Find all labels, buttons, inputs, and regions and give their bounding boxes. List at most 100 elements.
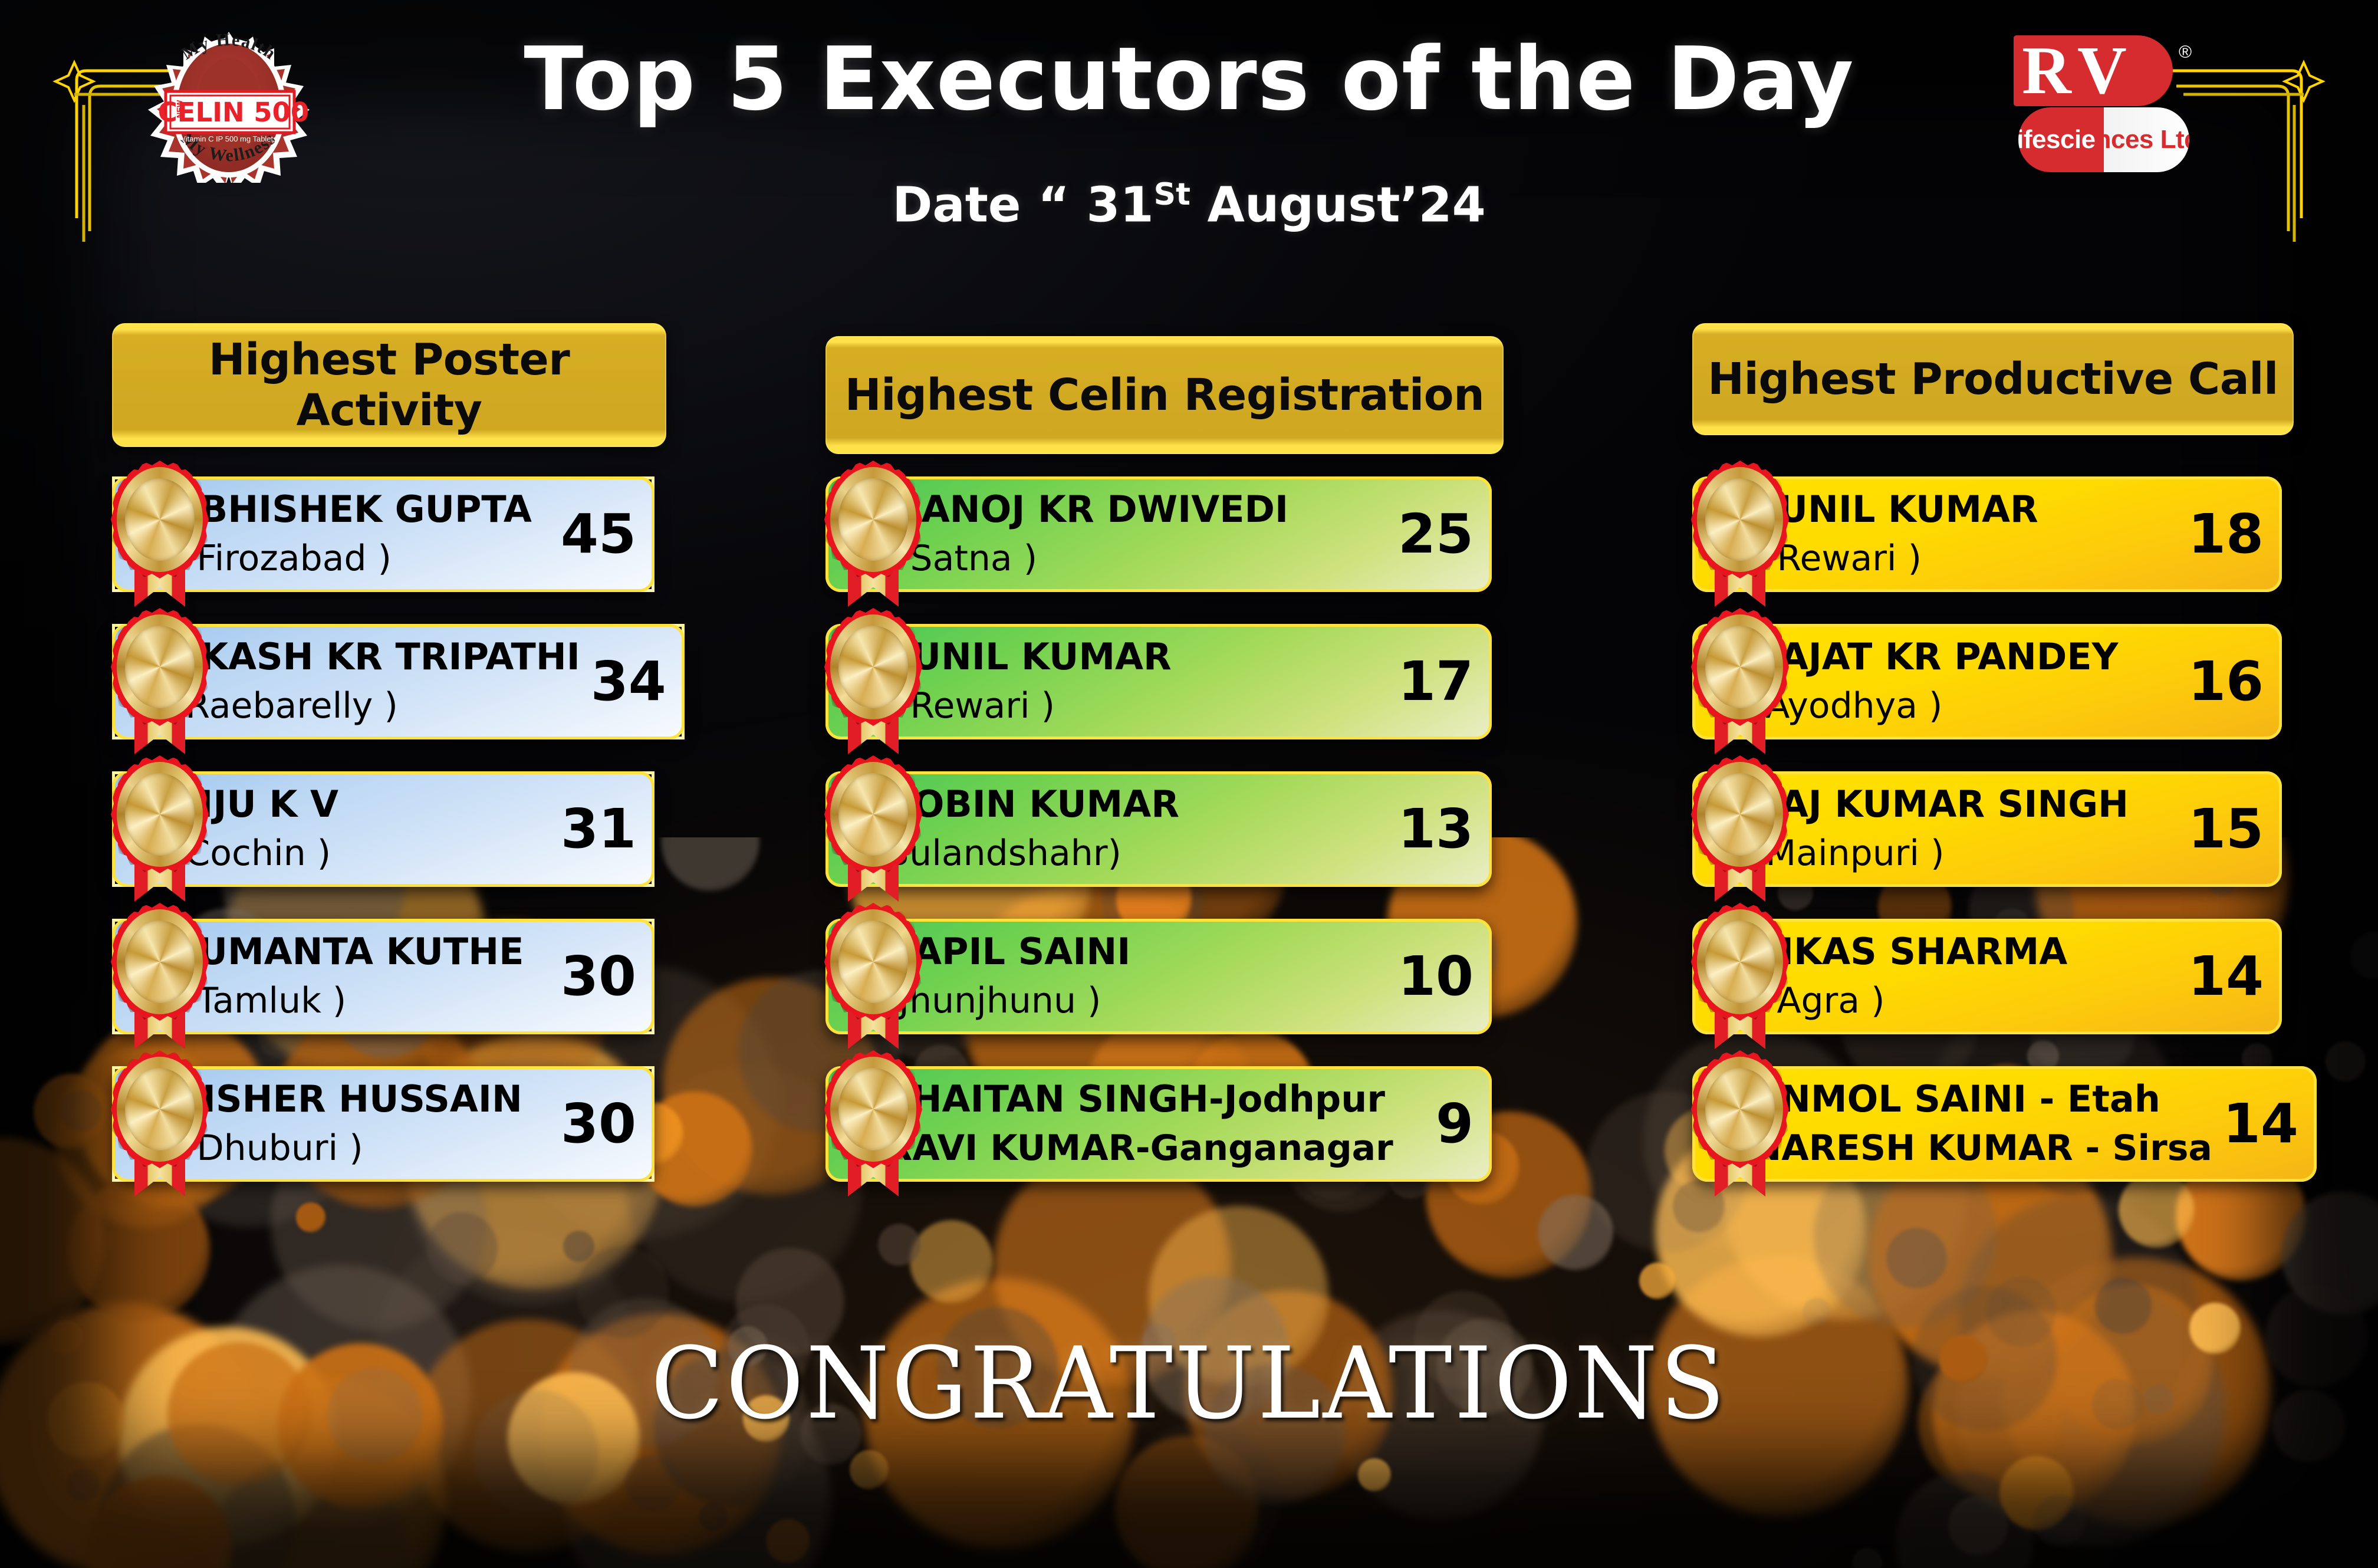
table-row[interactable]: SHAITAN SINGH-Jodhpur RAVI KUMAR-Ganganag… <box>824 1050 1492 1196</box>
medal-rosette-icon <box>821 1050 926 1198</box>
table-row[interactable]: AKASH KR TRIPATHI (Raebarelly ) 34 <box>111 608 685 754</box>
row-person-location: ( Rewari ) <box>885 685 1055 727</box>
row-text-block: ROBIN KUMAR Bulandshahr) <box>885 782 1387 875</box>
medal-rosette-icon <box>1688 461 1792 608</box>
rv-letter-r: R <box>2022 33 2071 109</box>
bokeh-circle <box>1999 1455 2074 1531</box>
table-row[interactable]: SUMANTA KUTHE ( Tamluk ) 30 <box>111 903 654 1049</box>
row-person-name: AKASH KR TRIPATHI <box>172 635 580 678</box>
medal-rosette-icon <box>1688 1050 1792 1198</box>
row-card[interactable]: ANMOL SAINI - Etah NARESH KUMAR - Sirsa 14 <box>1692 1066 2317 1182</box>
row-person-name: SUNIL KUMAR <box>885 635 1172 678</box>
table-row[interactable]: NISHER HUSSAIN ( Dhuburi ) 30 <box>111 1050 654 1196</box>
table-row[interactable]: VIKAS SHARMA ( Agra ) 14 <box>1691 903 2282 1049</box>
poster-date: Date “ 31St August’24 <box>0 177 2378 233</box>
bokeh-circle <box>1204 1363 1346 1505</box>
rv-company-name: Lifesciences Ltd. <box>2018 125 2189 155</box>
row-person-name: ANMOL SAINI - Etah <box>1752 1077 2160 1120</box>
bokeh-circle <box>473 1389 598 1516</box>
table-row[interactable]: SUNIL KUMAR ( Rewari ) 17 <box>824 608 1492 754</box>
row-person-name: RAJAT KR PANDEY <box>1752 635 2119 678</box>
medal-rosette <box>824 608 922 726</box>
table-row[interactable]: KAPIL SAINI (Jhunjhunu ) 10 <box>824 903 1492 1049</box>
bokeh-circle <box>742 1395 790 1442</box>
row-card[interactable]: MANOJ KR DWIVEDI ( Satna ) 25 <box>825 476 1492 593</box>
medal-gold-inner-disc <box>1705 921 1775 1003</box>
page-title: Top 5 Executors of the Day <box>524 28 1854 130</box>
row-card[interactable]: SHAITAN SINGH-Jodhpur RAVI KUMAR-Ganganag… <box>825 1066 1492 1182</box>
bokeh-circle <box>624 1454 682 1511</box>
medal-rosette <box>111 608 209 726</box>
row-score-value: 9 <box>1435 1092 1473 1155</box>
medal-gold-inner-disc <box>838 921 908 1003</box>
medal-gold-inner-disc <box>1705 478 1775 561</box>
bokeh-circle <box>2144 1384 2174 1415</box>
row-person-name: SUNIL KUMAR <box>1752 487 2038 531</box>
row-text-block: NISHER HUSSAIN ( Dhuburi ) <box>172 1077 550 1169</box>
column-header-highest-celin-registration[interactable]: Highest Celin Registration <box>825 336 1504 454</box>
row-person-location: ( Satna ) <box>885 538 1038 580</box>
table-row[interactable]: ANMOL SAINI - Etah NARESH KUMAR - Sirsa 14 <box>1691 1050 2317 1196</box>
row-card[interactable]: VIKAS SHARMA ( Agra ) 14 <box>1692 918 2282 1035</box>
row-score-value: 45 <box>560 502 636 566</box>
medal-rosette <box>1691 755 1789 873</box>
bokeh-circle <box>2091 1379 2143 1431</box>
row-person-name: ABHISHEK GUPTA <box>172 487 532 531</box>
row-text-block: SUNIL KUMAR ( Rewari ) <box>1752 487 2178 580</box>
bokeh-circle <box>698 1502 728 1532</box>
column-header-highest-poster-activity[interactable]: Highest Poster Activity <box>112 323 666 447</box>
row-person-location: Bulandshahr) <box>885 833 1121 875</box>
row-score-value: 25 <box>1397 502 1473 566</box>
medal-rosette <box>111 1050 209 1168</box>
row-score-value: 30 <box>560 945 636 1008</box>
row-person-name: SHAITAN SINGH-Jodhpur <box>885 1077 1385 1120</box>
row-person-location: (Ayodhya ) <box>1752 685 1943 727</box>
bokeh-circle <box>1142 1324 1176 1358</box>
row-card[interactable]: SUNIL KUMAR ( Rewari ) 17 <box>825 623 1492 740</box>
medal-rosette-icon <box>107 1050 212 1198</box>
row-card[interactable]: ROBIN KUMAR Bulandshahr) 13 <box>825 771 1492 887</box>
bokeh-circle <box>2272 1389 2346 1463</box>
bokeh-circle <box>1358 1458 1391 1491</box>
row-person-location: ( Dhuburi ) <box>172 1127 363 1169</box>
row-card[interactable]: RAJ KUMAR SINGH (Mainpuri ) 15 <box>1692 771 2282 887</box>
table-row[interactable]: ABHISHEK GUPTA ( Firozabad ) 45 <box>111 461 654 607</box>
row-person-location: (Mainpuri ) <box>1752 833 1945 875</box>
row-person-location: (Raebarelly ) <box>172 685 398 727</box>
bokeh-circle <box>2325 1041 2366 1082</box>
celin-new-tag: NEW <box>175 100 184 118</box>
bokeh-circle <box>1141 1276 1289 1424</box>
medal-gold-inner-disc <box>125 773 195 856</box>
row-person-name: VIKAS SHARMA <box>1752 929 2068 973</box>
table-row[interactable]: BIJU K V (Cochin ) 31 <box>111 755 654 902</box>
bokeh-circle <box>936 1306 1058 1428</box>
row-person-name: KAPIL SAINI <box>885 929 1131 973</box>
table-row[interactable]: RAJ KUMAR SINGH (Mainpuri ) 15 <box>1691 755 2282 902</box>
date-ordinal-suffix: St <box>1153 177 1190 212</box>
row-score-value: 30 <box>560 1092 636 1155</box>
row-person-name: NISHER HUSSAIN <box>172 1077 522 1120</box>
rv-capsule-shape: Lifesciences Ltd. <box>2018 107 2189 172</box>
medal-rosette <box>824 903 922 1021</box>
table-row[interactable]: MANOJ KR DWIVEDI ( Satna ) 25 <box>824 461 1492 607</box>
row-score-value: 15 <box>2188 797 2264 860</box>
bokeh-circle <box>1413 1290 1513 1390</box>
row-text-block: AKASH KR TRIPATHI (Raebarelly ) <box>172 636 580 727</box>
medal-gold-inner-disc <box>838 1068 908 1150</box>
row-card[interactable]: SUNIL KUMAR ( Rewari ) 18 <box>1692 476 2282 593</box>
table-row[interactable]: ROBIN KUMAR Bulandshahr) 13 <box>824 755 1492 902</box>
bokeh-circle <box>34 1073 110 1150</box>
row-card[interactable]: AKASH KR TRIPATHI (Raebarelly ) 34 <box>112 623 685 740</box>
medal-rosette-icon <box>1688 755 1792 903</box>
row-card[interactable]: RAJAT KR PANDEY (Ayodhya ) 16 <box>1692 623 2282 740</box>
medal-rosette-icon <box>107 608 212 755</box>
column-header-highest-productive-call[interactable]: Highest Productive Call <box>1692 323 2294 435</box>
medal-gold-inner-disc <box>1705 773 1775 856</box>
row-card[interactable]: KAPIL SAINI (Jhunjhunu ) 10 <box>825 918 1492 1035</box>
bokeh-circle <box>800 1403 861 1465</box>
row-text-block: RAJ KUMAR SINGH (Mainpuri ) <box>1752 783 2178 875</box>
table-row[interactable]: RAJAT KR PANDEY (Ayodhya ) 16 <box>1691 608 2282 754</box>
row-person-name: ROBIN KUMAR <box>885 782 1179 826</box>
table-row[interactable]: SUNIL KUMAR ( Rewari ) 18 <box>1691 461 2282 607</box>
medal-rosette <box>1691 461 1789 578</box>
